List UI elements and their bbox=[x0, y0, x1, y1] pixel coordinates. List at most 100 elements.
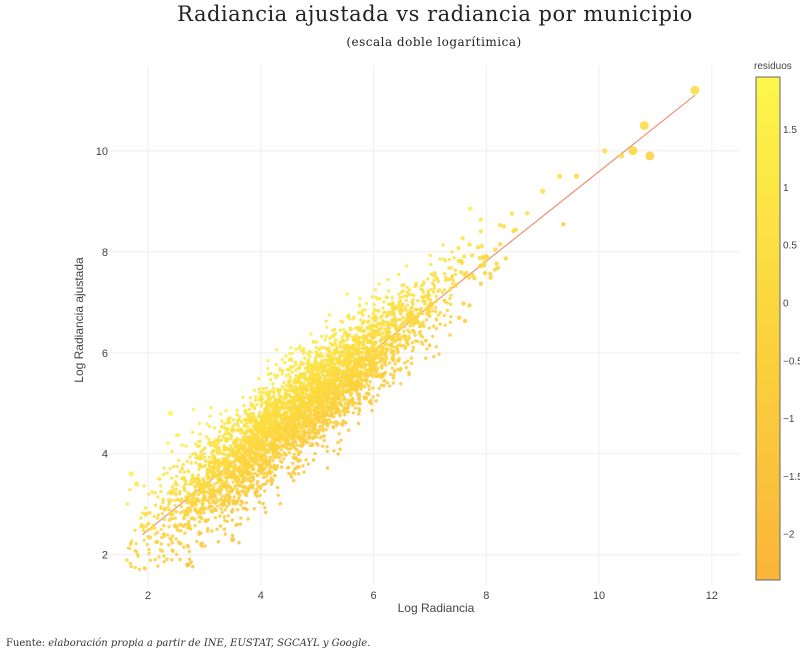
data-point bbox=[278, 502, 282, 506]
data-point bbox=[264, 474, 268, 479]
data-point bbox=[408, 330, 412, 334]
data-point bbox=[413, 333, 417, 337]
data-point bbox=[557, 173, 563, 179]
data-point bbox=[387, 289, 391, 293]
data-point bbox=[330, 387, 334, 391]
data-point bbox=[342, 339, 346, 343]
data-point bbox=[398, 296, 402, 300]
data-point bbox=[322, 438, 326, 443]
data-point bbox=[303, 356, 307, 360]
data-point bbox=[383, 334, 388, 339]
data-point bbox=[357, 398, 362, 402]
source-note: Fuente: elaboración propia a partir de I… bbox=[6, 638, 370, 649]
data-point bbox=[481, 255, 486, 261]
data-point bbox=[168, 511, 172, 515]
data-point bbox=[290, 411, 295, 415]
data-point bbox=[289, 472, 293, 477]
data-point bbox=[468, 206, 473, 211]
data-point bbox=[386, 320, 390, 324]
data-point bbox=[200, 482, 205, 486]
data-point bbox=[289, 383, 293, 387]
data-point bbox=[292, 452, 296, 456]
data-point bbox=[462, 318, 468, 324]
x-tick-label: 4 bbox=[258, 590, 264, 602]
data-point bbox=[424, 338, 428, 343]
data-point bbox=[303, 424, 307, 428]
data-point bbox=[421, 290, 426, 294]
data-point bbox=[389, 348, 393, 352]
data-point bbox=[373, 288, 378, 292]
data-point bbox=[194, 461, 198, 465]
data-point bbox=[136, 554, 140, 558]
data-point bbox=[353, 348, 358, 352]
data-point bbox=[197, 520, 202, 524]
data-point bbox=[252, 414, 256, 419]
data-point bbox=[167, 503, 171, 507]
data-point bbox=[182, 517, 186, 521]
y-tick-label: 10 bbox=[96, 146, 108, 158]
data-point bbox=[128, 488, 132, 492]
data-point bbox=[370, 340, 374, 345]
data-point bbox=[196, 492, 200, 497]
data-point bbox=[205, 468, 210, 472]
data-point bbox=[279, 453, 284, 457]
data-point bbox=[139, 516, 143, 520]
data-point bbox=[238, 522, 243, 526]
data-point bbox=[360, 362, 364, 367]
data-point bbox=[432, 354, 436, 359]
data-point bbox=[207, 501, 212, 505]
data-point bbox=[261, 472, 266, 476]
data-point bbox=[334, 420, 338, 424]
data-point bbox=[400, 309, 405, 313]
data-point bbox=[443, 272, 447, 276]
data-point bbox=[161, 497, 165, 502]
data-point bbox=[372, 332, 377, 337]
data-point bbox=[287, 358, 291, 362]
data-point bbox=[211, 473, 215, 478]
data-point bbox=[462, 254, 467, 259]
data-point bbox=[291, 461, 295, 465]
data-point bbox=[379, 326, 383, 330]
data-point bbox=[235, 451, 239, 456]
data-point bbox=[433, 306, 438, 310]
data-point bbox=[170, 548, 174, 552]
data-point bbox=[346, 401, 351, 405]
data-point bbox=[231, 453, 235, 457]
data-point bbox=[240, 452, 244, 456]
data-point bbox=[411, 317, 415, 321]
data-point bbox=[482, 270, 488, 276]
data-point bbox=[392, 349, 396, 353]
data-point bbox=[215, 451, 219, 455]
data-point bbox=[392, 352, 396, 357]
data-point bbox=[147, 492, 151, 496]
data-point bbox=[339, 319, 343, 323]
data-point bbox=[333, 340, 337, 345]
data-point bbox=[226, 427, 230, 431]
data-point bbox=[375, 371, 379, 375]
data-point bbox=[371, 395, 375, 399]
data-point bbox=[383, 327, 387, 331]
data-point bbox=[193, 451, 197, 456]
data-point bbox=[385, 342, 389, 346]
data-point bbox=[399, 382, 403, 386]
data-point bbox=[372, 353, 377, 357]
data-point bbox=[273, 474, 277, 478]
data-point bbox=[485, 255, 490, 260]
data-point bbox=[247, 460, 252, 464]
data-point bbox=[220, 419, 224, 423]
data-point bbox=[423, 302, 427, 306]
data-point bbox=[281, 369, 285, 373]
data-point bbox=[296, 452, 301, 457]
data-point bbox=[394, 327, 398, 331]
data-point bbox=[291, 428, 296, 432]
data-point bbox=[385, 295, 389, 300]
data-point bbox=[173, 516, 177, 520]
data-point bbox=[175, 464, 179, 468]
data-point bbox=[276, 409, 280, 413]
data-point bbox=[391, 381, 396, 385]
data-point bbox=[302, 347, 306, 351]
data-point bbox=[373, 346, 377, 350]
data-point bbox=[331, 399, 336, 403]
data-point bbox=[253, 471, 257, 476]
data-point bbox=[326, 348, 330, 352]
